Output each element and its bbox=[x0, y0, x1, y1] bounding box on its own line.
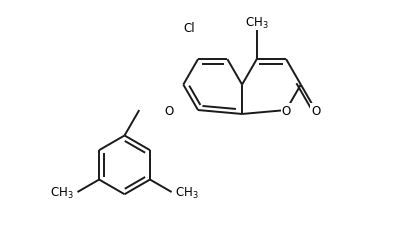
Text: CH$_3$: CH$_3$ bbox=[245, 16, 268, 31]
Text: CH$_3$: CH$_3$ bbox=[50, 185, 74, 200]
Text: Cl: Cl bbox=[183, 22, 195, 35]
Text: O: O bbox=[281, 104, 291, 117]
Text: O: O bbox=[311, 104, 320, 117]
Text: CH$_3$: CH$_3$ bbox=[175, 185, 199, 200]
Text: O: O bbox=[164, 104, 173, 117]
